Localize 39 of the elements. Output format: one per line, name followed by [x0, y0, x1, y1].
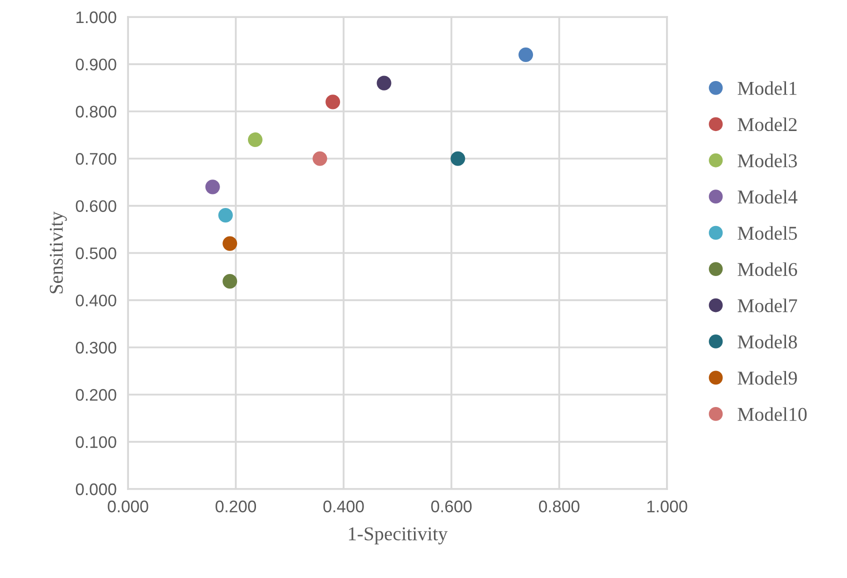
legend-label: Model10: [738, 407, 807, 421]
point: [376, 76, 392, 90]
y-tick-label: 0.800: [76, 106, 116, 118]
point: [326, 94, 340, 110]
legend-label: Model3: [738, 154, 797, 168]
x-tick-label: 0.800: [539, 500, 580, 512]
legend-label: Model2: [738, 117, 797, 132]
point: [248, 132, 262, 148]
y-tick-label: 1.000: [76, 11, 116, 24]
x-tick-label: 0.400: [323, 500, 364, 512]
y-tick-label: 0.300: [76, 342, 116, 354]
legend-label: Model9: [738, 371, 797, 385]
legend-label: Model1: [738, 81, 796, 95]
y-axis-title: Sensitivity: [50, 211, 67, 294]
legend-label: Model4: [738, 190, 798, 204]
point: [222, 274, 238, 289]
y-tick-label: 0.100: [76, 436, 116, 448]
legend-label: Model8: [738, 334, 797, 348]
y-tick-label: 0.200: [76, 389, 116, 401]
x-tick-label: 0.000: [108, 500, 148, 512]
point: [518, 47, 534, 62]
x-tick-label: 1.000: [647, 500, 688, 512]
y-tick-label: 0.500: [76, 247, 116, 260]
y-tick-label: 0.600: [76, 200, 116, 212]
point: [205, 180, 220, 194]
y-tick-label: 0.000: [76, 483, 116, 496]
y-tick-label: 0.400: [76, 294, 116, 306]
point: [312, 151, 328, 166]
x-tick-label: 0.200: [216, 500, 256, 512]
x-tick-label: 0.600: [431, 500, 472, 512]
x-axis-title: 1-Specitivity: [348, 527, 448, 544]
point: [222, 236, 238, 251]
legend-label: Model5: [738, 226, 797, 240]
legend-label: Model6: [738, 262, 798, 276]
y-tick-label: 0.900: [76, 58, 116, 70]
point: [218, 208, 233, 223]
legend-label: Model7: [738, 298, 798, 312]
point: [450, 151, 466, 166]
y-tick-label: 0.700: [76, 153, 116, 165]
